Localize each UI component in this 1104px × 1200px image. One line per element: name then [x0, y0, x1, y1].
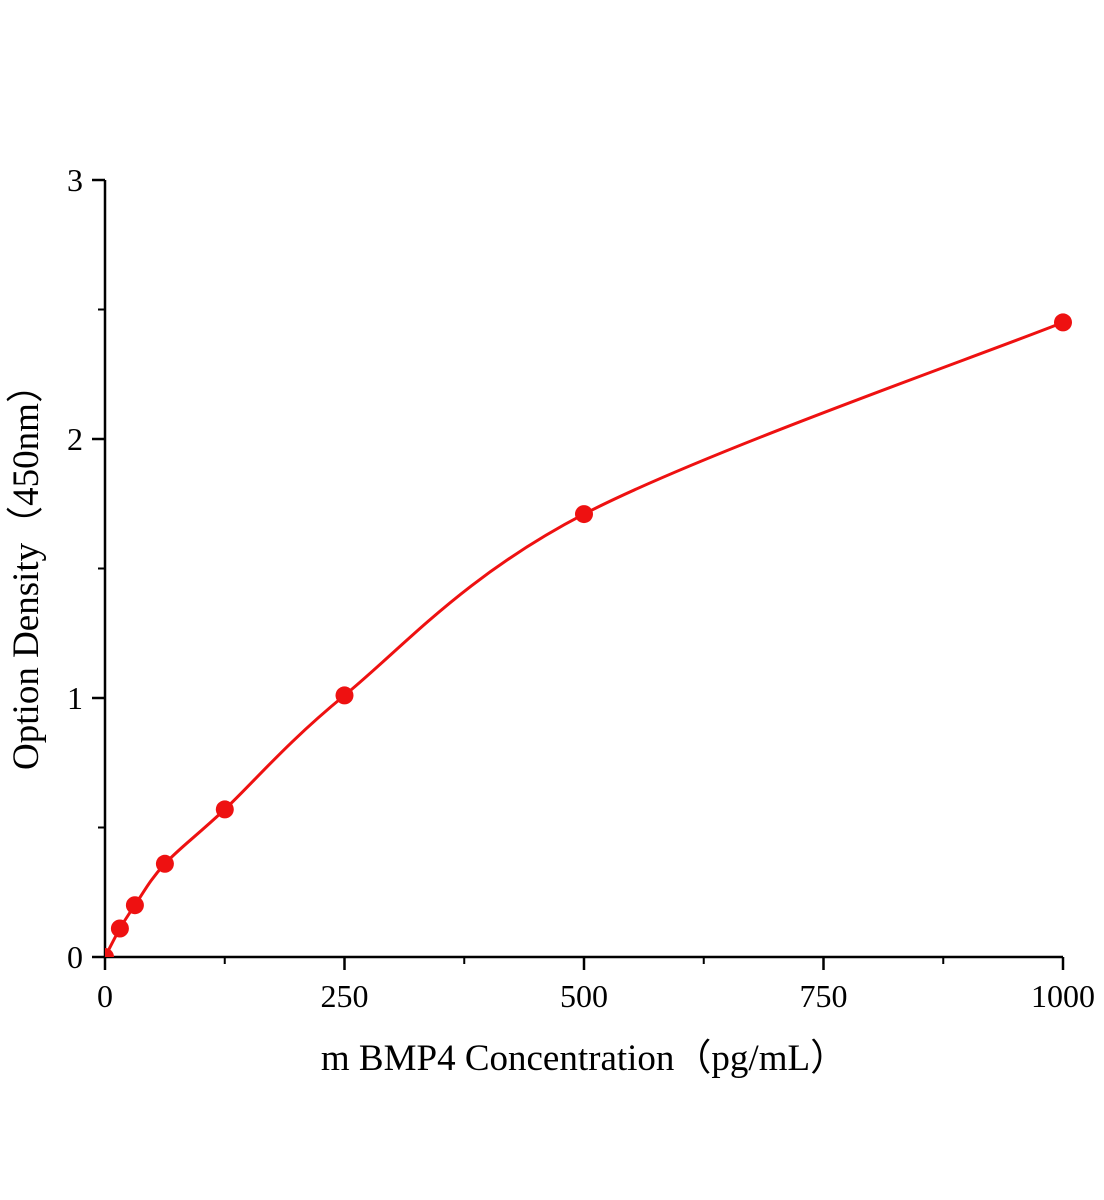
- data-point: [110, 919, 129, 938]
- data-point: [335, 686, 354, 705]
- y-tick-label: 3: [67, 162, 83, 198]
- data-point: [155, 854, 174, 873]
- y-tick-label: 0: [67, 939, 83, 975]
- data-point: [575, 505, 593, 524]
- x-axis-title: m BMP4 Concentration（pg/mL）: [321, 1038, 847, 1079]
- y-tick-label: 1: [67, 680, 83, 716]
- data-point: [125, 896, 144, 915]
- y-axis-title: Option Density（450nm）: [6, 366, 47, 770]
- data-layer: [105, 313, 1072, 957]
- x-tick-label: 750: [800, 978, 848, 1014]
- data-point: [105, 948, 114, 957]
- y-tick-label: 2: [67, 421, 83, 457]
- x-tick-label: 0: [97, 978, 113, 1014]
- axes: [103, 180, 1063, 959]
- data-point: [215, 800, 234, 819]
- x-tick-label: 500: [560, 978, 608, 1014]
- standard-curve-line: [105, 320, 1065, 957]
- x-tick-label: 1000: [1031, 978, 1095, 1014]
- axis-layer: 0 250 500 750 1000 0 1 2 3: [67, 162, 1095, 1014]
- data-point: [1054, 313, 1072, 332]
- x-tick-label: 250: [321, 978, 369, 1014]
